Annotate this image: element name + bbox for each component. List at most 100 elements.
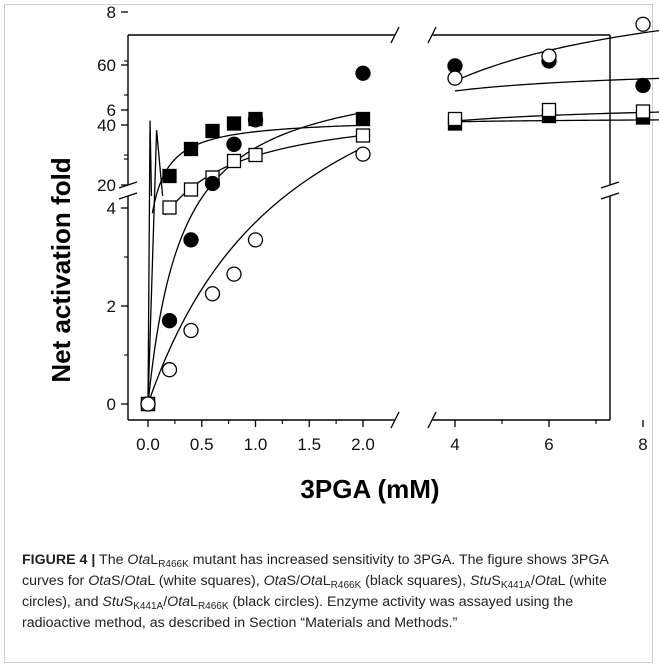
- x-axis-break-mark: [427, 26, 437, 44]
- y-tick-label: 6: [107, 101, 116, 120]
- open-square-point: [226, 153, 242, 169]
- figure-caption: FIGURE 4 | The OtaLR466K mutant has incr…: [22, 550, 634, 634]
- caption-text: Ota: [534, 573, 558, 589]
- fit-curve: [454, 119, 659, 123]
- open-circle-point: [247, 232, 264, 248]
- filled-circle-point: [355, 65, 371, 81]
- filled-circle-point: [247, 112, 264, 128]
- y-tick-label: 0: [107, 395, 116, 414]
- caption-text: L: [190, 594, 198, 610]
- filled-square-point: [183, 141, 199, 157]
- filled-square-point: [162, 168, 177, 184]
- fit-curve: [147, 147, 362, 405]
- caption-text: S: [286, 573, 296, 589]
- y-axis-break-mark: [118, 192, 138, 200]
- filled-square-point: [226, 116, 242, 131]
- y-axis-break-mark: [600, 181, 620, 189]
- caption-text: Stu: [102, 594, 124, 610]
- x-axis-break-mark: [390, 411, 400, 429]
- open-circle-point: [226, 266, 242, 282]
- filled-circle-point: [161, 313, 178, 329]
- filled-square-point: [205, 123, 220, 139]
- caption-text: (white circles), and: [22, 573, 607, 610]
- fit-curve: [151, 124, 362, 214]
- x-tick-label: 2.0: [351, 435, 375, 454]
- fit-curve: [147, 120, 153, 405]
- caption-text: S: [491, 573, 501, 589]
- open-circle-point: [161, 362, 178, 378]
- caption-text: Ota: [263, 573, 287, 589]
- caption-text: Ota: [124, 573, 148, 589]
- caption-text: Stu: [470, 573, 492, 589]
- caption-text: L: [557, 573, 566, 589]
- figure-label: FIGURE 4 |: [22, 552, 96, 568]
- open-circle-point: [140, 396, 156, 412]
- data-markers: [140, 16, 651, 412]
- open-square-point: [183, 182, 199, 197]
- caption-text: Ota: [88, 573, 112, 589]
- x-axis-break-mark: [390, 26, 400, 44]
- caption-subscript: K441A: [500, 580, 531, 591]
- caption-subscript: R466K: [330, 580, 362, 591]
- caption-text: /: [530, 573, 535, 589]
- x-tick-label: 1.0: [244, 435, 268, 454]
- y-tick-label: 4: [107, 199, 116, 218]
- open-square-point: [635, 104, 651, 119]
- y-axis-break-mark: [600, 192, 620, 200]
- x-axis-break-mark: [427, 411, 437, 429]
- open-circle-point: [635, 16, 651, 32]
- y-tick-label: 60: [97, 56, 116, 75]
- caption-text: mutant has increased sensitivity to 3PGA…: [22, 552, 609, 589]
- open-circle-point: [447, 70, 463, 86]
- caption-text: /: [163, 594, 168, 610]
- caption-text: Ota: [167, 594, 191, 610]
- fit-curve: [454, 77, 659, 92]
- caption-text: Ota: [127, 552, 151, 568]
- filled-circle-point: [635, 77, 651, 94]
- open-square-point: [248, 147, 263, 163]
- fit-curve: [147, 130, 164, 405]
- y-tick-label: 8: [107, 3, 116, 22]
- caption-text: /: [295, 573, 300, 589]
- filled-circle-point: [226, 136, 242, 152]
- open-circle-point: [204, 286, 221, 302]
- caption-text: S: [111, 573, 121, 589]
- x-axis-title: 3PGA (mM): [300, 474, 439, 504]
- caption-subscript: R466K: [197, 601, 229, 612]
- caption-text: (black squares),: [361, 573, 471, 589]
- open-circle-point: [541, 48, 557, 64]
- tick-labels: 0.00.51.01.52.04681020406002468: [97, 3, 648, 454]
- x-tick-label: 1.5: [297, 435, 321, 454]
- caption-text: L: [147, 573, 155, 589]
- fit-curve: [454, 111, 659, 122]
- caption-text: L: [150, 552, 159, 568]
- caption-text: L: [322, 573, 331, 589]
- filled-circle-point: [183, 232, 199, 248]
- open-square-point: [447, 111, 463, 127]
- x-tick-label: 0.0: [136, 435, 160, 454]
- x-tick-label: 4: [450, 435, 459, 454]
- caption-text: /: [120, 573, 125, 589]
- fit-curve: [164, 134, 362, 216]
- caption-text: Ota: [299, 573, 323, 589]
- y-tick-label: 2: [107, 297, 116, 316]
- open-square-point: [355, 128, 371, 143]
- x-tick-label: 8: [638, 435, 647, 454]
- open-circle-point: [183, 322, 199, 339]
- y-tick-label: 20: [97, 176, 116, 195]
- caption-subscript: R466K: [158, 559, 189, 570]
- caption-text: S: [123, 594, 134, 610]
- open-square-point: [541, 102, 557, 118]
- x-tick-label: 0.5: [190, 435, 214, 454]
- caption-subscript: K441A: [133, 601, 164, 612]
- activation-chart: 0.00.51.01.52.04681020406002468 3PGA (mM…: [46, 3, 659, 504]
- caption-text: The: [99, 552, 128, 568]
- filled-square-point: [355, 111, 371, 127]
- caption-text: (white squares),: [154, 573, 264, 589]
- open-square-point: [162, 200, 177, 215]
- y-tick-label: 40: [97, 116, 116, 135]
- fit-curve: [454, 29, 659, 82]
- caption-text: (black circles). Enzyme activity was ass…: [22, 594, 574, 631]
- y-axis-title: Net activation fold: [46, 157, 76, 382]
- fit-curves: [147, 29, 659, 405]
